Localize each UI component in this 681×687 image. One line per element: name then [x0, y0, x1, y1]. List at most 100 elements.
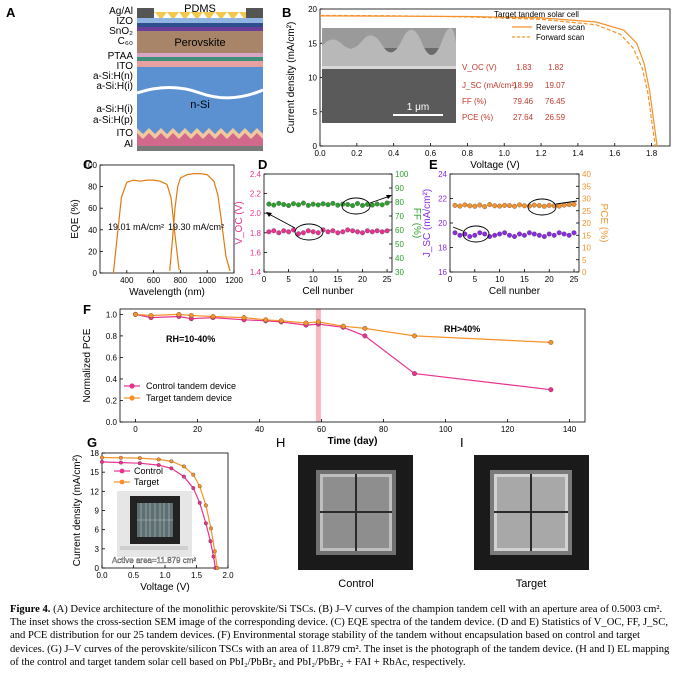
panel-a-letter: A [6, 5, 16, 20]
eqe-annotation-2: 19.30 mA/cm² [168, 222, 224, 232]
y2-tick-label: 10 [582, 244, 591, 253]
target-jv-point [203, 503, 208, 508]
jsc-point [556, 230, 562, 236]
panel-g-letter: G [87, 435, 97, 450]
y-axis-label: V_OC (V) [234, 201, 245, 244]
voc-point [315, 230, 321, 236]
voc-point [364, 228, 370, 234]
y-tick-label: 22 [438, 195, 447, 204]
ff-point [355, 201, 360, 206]
control-jv-point [118, 460, 123, 465]
ff-point [291, 201, 296, 207]
target-point [315, 319, 321, 325]
voc-point [325, 229, 331, 235]
x-tick-label: 0 [133, 425, 138, 434]
arrow-ff [369, 195, 391, 204]
target-jv-point [156, 457, 161, 462]
ff-point [266, 201, 272, 207]
y-tick-label: 80 [88, 183, 97, 192]
pce-point [487, 202, 493, 208]
pce-point [541, 203, 547, 209]
x-tick-label: 1.2 [535, 149, 547, 158]
x-tick-label: 400 [120, 276, 134, 285]
y-tick-label: 20 [88, 247, 97, 256]
ff-point [384, 200, 390, 206]
x-tick-label: 140 [563, 425, 577, 434]
x-tick-label: 25 [570, 275, 579, 284]
x-tick-label: 1.8 [646, 149, 658, 158]
x-tick-label: 120 [501, 425, 515, 434]
x-tick-label: 0.5 [128, 571, 140, 580]
ff-point [379, 202, 385, 208]
x-tick-label: 800 [174, 276, 188, 285]
y-axis-label: Normalized PCE [82, 328, 93, 402]
device-photo: Active area=11.879 cm² [112, 491, 197, 565]
layer-label: a-Si:H(i) [96, 81, 133, 92]
panel-e: E 0 5 10 15 20 25 16 18 20 22 24 0 5 10 15 20 25 30 35 40 Ce… [422, 157, 609, 297]
ito-layer-bottom [137, 133, 263, 146]
jsc-point [531, 231, 537, 237]
voc-point [276, 230, 282, 236]
y-tick-label: 3 [95, 545, 100, 554]
target-point [412, 333, 417, 339]
y-axis-label: J_SC (mA/cm²) [422, 189, 433, 257]
arrow-ff-head [386, 195, 392, 199]
ag-al-contact-left [137, 8, 154, 18]
ff-point [271, 202, 277, 208]
voc-point [369, 229, 375, 235]
axes-c: 400 600 800 1000 1200 0 20 40 60 80 100 Wavelength … [70, 161, 243, 298]
jsc-point [571, 230, 577, 236]
pce-point [492, 203, 498, 209]
panel-d: D 0 5 10 15 20 25 1.4 1.6 1.8 2.0 2.2 2.4 30 40 50 60 70… [234, 157, 422, 297]
target-point [188, 313, 194, 318]
control-jv-point [197, 500, 202, 505]
voc-point [360, 230, 365, 236]
pce-point [546, 202, 552, 208]
table-cell: V_OC (V) [462, 63, 497, 72]
y-tick-label: 18 [438, 244, 447, 253]
y2-tick-label: 0 [582, 268, 587, 277]
y-tick-label: 6 [95, 526, 100, 535]
pce-point [531, 202, 537, 208]
active-area-label: Active area=11.879 cm² [112, 556, 196, 565]
y2-tick-label: 5 [582, 256, 587, 265]
x-tick-label: 0.6 [425, 149, 437, 158]
jsc-point [452, 230, 458, 236]
x-tick-label: 1200 [225, 276, 243, 285]
control-point [412, 371, 417, 377]
target-point [263, 317, 269, 323]
eqe-annotation-1: 19.01 mA/cm² [108, 222, 164, 232]
y-tick-label: 40 [88, 226, 97, 235]
pce-point [457, 203, 463, 209]
ff-point [335, 202, 341, 208]
jsc-point [507, 232, 512, 238]
target-jv-point [181, 464, 186, 469]
jsc-point [457, 232, 463, 238]
layer-label: a-Si:H(n) [93, 71, 133, 82]
layer-label: a-Si:H(p) [93, 115, 133, 126]
y-tick-label: 12 [90, 487, 99, 496]
table-cell: PCE (%) [462, 113, 493, 122]
n-si-break [136, 86, 264, 100]
target-point [340, 323, 346, 329]
jsc-point [512, 234, 517, 239]
legend-forward-b: Forward scan [536, 33, 584, 42]
y-tick-label: 1.0 [106, 310, 118, 319]
eqe-silicon-line [169, 173, 231, 271]
axes-b: 0.0 0.2 0.4 0.6 0.8 1.0 1.2 1.4 1.6 1.8 0 5 10 15 20 Vo… [286, 5, 658, 171]
ff-point [310, 201, 316, 207]
x-tick-label: 15 [333, 275, 342, 284]
layer-label: a-Si:H(i) [96, 104, 133, 115]
plot-frame-f [119, 308, 586, 423]
x-tick-label: 60 [317, 425, 326, 434]
x-tick-label: 15 [520, 275, 529, 284]
izo-layer [137, 18, 263, 23]
highlight-ellipse-pce [527, 198, 557, 216]
sno2-layer [137, 23, 263, 27]
x-tick-label: 20 [193, 425, 202, 434]
legend-control-f: Control tandem device [146, 381, 236, 391]
axes-g: 0.0 0.5 1.0 1.5 2.0 0 3 6 9 12 15 18 Voltage (V) Curr… [72, 449, 234, 593]
control-jv-point [191, 486, 196, 491]
x-tick-label: 0 [448, 275, 453, 284]
layer-label: SnO₂ [109, 26, 133, 37]
